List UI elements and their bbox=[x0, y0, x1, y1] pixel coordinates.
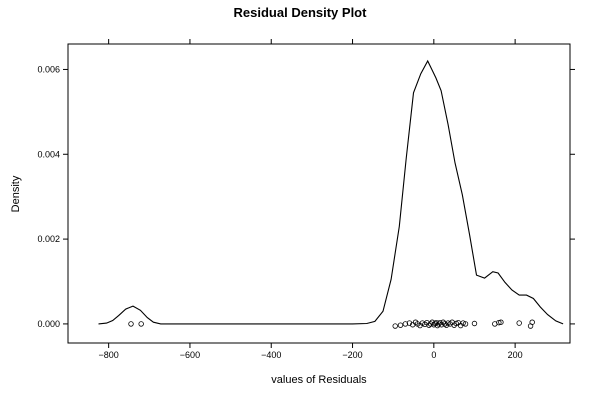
x-tick-label: −600 bbox=[180, 350, 200, 360]
residual-point bbox=[397, 322, 404, 328]
residual-point bbox=[498, 319, 504, 325]
y-tick-label: 0.000 bbox=[37, 319, 60, 329]
chart-title: Residual Density Plot bbox=[234, 5, 368, 20]
residual-point bbox=[440, 319, 446, 325]
residual-point bbox=[529, 319, 535, 325]
y-tick-label: 0.002 bbox=[37, 234, 60, 244]
plot-area bbox=[98, 59, 564, 329]
density-curve bbox=[98, 59, 564, 325]
residual-point bbox=[442, 321, 448, 327]
residual-point bbox=[402, 321, 409, 327]
residual-point bbox=[406, 320, 413, 326]
residual-point bbox=[436, 321, 442, 327]
y-tick-label: 0.006 bbox=[37, 64, 60, 74]
residual-point bbox=[128, 321, 134, 327]
x-tick-label: −800 bbox=[99, 350, 119, 360]
y-axis-label: Density bbox=[10, 175, 22, 212]
y-tick-label: 0.004 bbox=[37, 149, 60, 159]
residual-point bbox=[496, 319, 502, 326]
x-tick-label: −400 bbox=[261, 350, 281, 360]
x-axis: −800 −600 −400 −200 0 200 bbox=[99, 39, 523, 360]
residual-point bbox=[392, 323, 398, 329]
residual-point bbox=[460, 320, 466, 326]
plot-frame bbox=[67, 43, 571, 344]
x-tick-label: 0 bbox=[431, 350, 436, 360]
residual-point bbox=[138, 321, 144, 327]
x-tick-label: 200 bbox=[508, 350, 523, 360]
x-tick-label: −200 bbox=[342, 350, 362, 360]
residual-point bbox=[516, 320, 522, 326]
residual-point bbox=[462, 321, 469, 327]
y-axis: 0.000 0.002 0.004 0.006 bbox=[37, 64, 575, 329]
x-axis-label: values of Residuals bbox=[271, 374, 367, 386]
residual-point bbox=[471, 320, 478, 327]
